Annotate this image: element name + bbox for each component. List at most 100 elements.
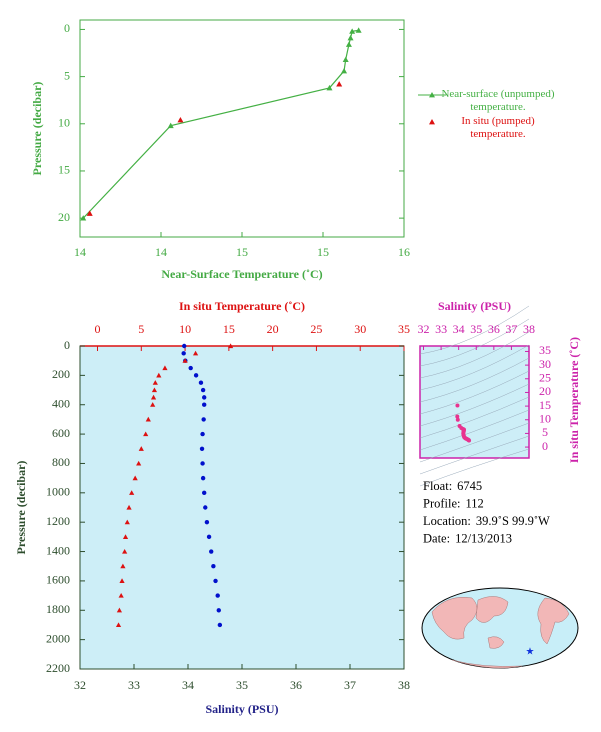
ts-point (455, 417, 460, 422)
x2-axis-title: In situ Temperature (˚C) (179, 299, 305, 313)
y-tick-label: 600 (52, 426, 70, 440)
temperature-point (143, 431, 149, 437)
density-contour (419, 331, 530, 379)
point (80, 215, 87, 221)
salinity-point (200, 461, 205, 466)
x-tick-label: 36 (488, 322, 500, 336)
info-value: 39.9˚S 99.9˚W (476, 514, 550, 528)
temperature-point (120, 563, 126, 569)
x-tick-label: 14 (74, 245, 86, 259)
point (355, 27, 362, 33)
x2-tick-label: 15 (223, 322, 235, 336)
legend-marker (429, 119, 435, 125)
y-axis-title: In situ Temperature (˚C) (567, 337, 581, 463)
temperature-point (152, 380, 158, 385)
y-tick-label: 2000 (46, 631, 70, 645)
ts-point (455, 403, 460, 408)
temperature-point (132, 475, 138, 481)
density-contour (419, 370, 530, 415)
x2-tick-label: 25 (310, 322, 322, 336)
y-tick-label: 200 (52, 367, 70, 381)
salinity-point (201, 417, 206, 422)
salinity-point (188, 365, 193, 371)
salinity-point (182, 343, 187, 349)
temperature-point (182, 358, 188, 363)
point (86, 210, 93, 216)
density-contour (419, 448, 530, 487)
salinity-point (181, 351, 186, 356)
info-line: Profile: 112 (423, 496, 484, 510)
point (349, 28, 356, 34)
x-tick-label: 16 (398, 245, 410, 259)
salinity-point (200, 387, 206, 393)
temperature-point (150, 394, 157, 400)
info-label: Profile: (423, 496, 461, 510)
y-tick-label: 1800 (46, 602, 70, 616)
series-line (82, 29, 359, 219)
ts-point (455, 414, 460, 419)
y-axis-title: Pressure (decibar) (30, 82, 44, 176)
density-contour (419, 383, 530, 427)
info-label: Date: (423, 531, 450, 545)
salinity-point (198, 380, 204, 385)
point (167, 122, 174, 129)
salinity-point (213, 578, 218, 584)
plot-frame (79, 19, 405, 238)
density-contour (419, 305, 530, 355)
temperature-point (138, 446, 144, 451)
temperature-point (192, 350, 199, 356)
y-tick-label: 400 (52, 396, 70, 410)
legend-marker (429, 92, 435, 98)
y-tick-label: 5 (64, 68, 70, 82)
salinity-point (206, 534, 212, 540)
temperature-point (116, 607, 123, 613)
x-tick-label: 33 (435, 322, 447, 336)
salinity-point (211, 564, 216, 569)
point (345, 41, 352, 47)
x-axis-title: Salinity (PSU) (438, 299, 511, 313)
temperature-point (151, 387, 158, 393)
salinity-point (217, 622, 223, 628)
salinity-point (216, 608, 221, 613)
y-tick-label: 15 (539, 398, 551, 412)
x-axis-title: Salinity (PSU) (205, 702, 278, 716)
y-tick-label: 800 (52, 455, 70, 469)
salinity-point (203, 505, 208, 510)
temperature-point (228, 343, 234, 349)
x-tick-label: 37 (505, 322, 517, 336)
temperature-point (126, 504, 132, 510)
x-tick-label: 32 (418, 322, 430, 336)
temperature-point (115, 622, 122, 628)
info-label: Float: (423, 479, 452, 493)
point (326, 84, 333, 91)
density-contour (419, 344, 530, 391)
salinity-point (202, 395, 207, 400)
x-tick-label: 37 (344, 678, 356, 692)
x2-tick-label: 0 (95, 322, 101, 336)
world-map: ★ (421, 587, 579, 669)
temperature-point (118, 592, 124, 598)
point (342, 56, 349, 63)
temperature-point (156, 372, 162, 378)
x-tick-label: 35 (470, 322, 482, 336)
temperature-point (145, 416, 151, 422)
y-axis-title: Pressure (decibar) (14, 461, 28, 555)
y-tick-label: 30 (539, 357, 551, 371)
y-tick-label: 1400 (46, 543, 70, 557)
x-tick-label: 14 (155, 245, 167, 259)
y-tick-label: 1600 (46, 573, 70, 587)
x-tick-label: 36 (290, 678, 302, 692)
y-tick-label: 1000 (46, 485, 70, 499)
temperature-point (122, 548, 128, 554)
density-contour (419, 318, 530, 367)
temperature-point (129, 490, 135, 495)
legend-label: In situ (pumped) temperature. (461, 115, 535, 140)
y-tick-label: 15 (58, 163, 70, 177)
salinity-point (215, 593, 220, 598)
x-tick-label: 15 (317, 245, 329, 259)
density-contour (419, 357, 530, 403)
y-tick-label: 1200 (46, 514, 70, 528)
info-value: 12/13/2013 (455, 531, 512, 545)
density-contour (419, 409, 530, 451)
